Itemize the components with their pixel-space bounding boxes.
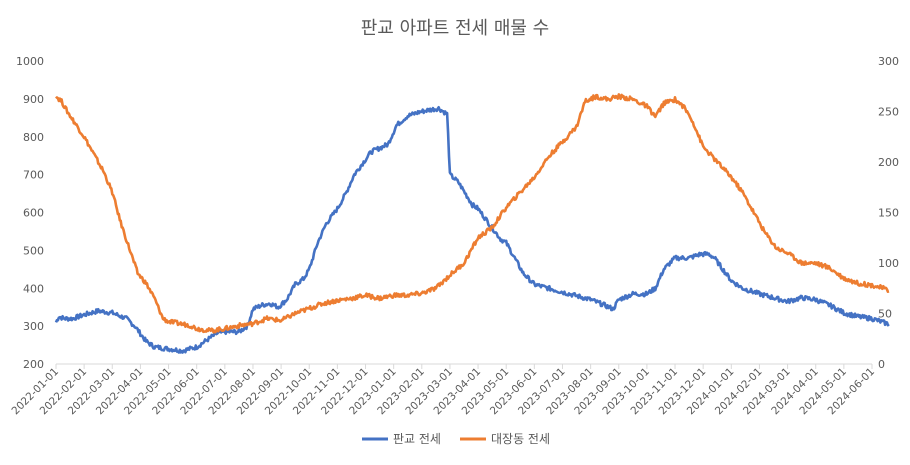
right-axis-tick-label: 100 <box>878 257 899 270</box>
right-axis-tick-label: 50 <box>878 308 892 321</box>
left-axis-tick-label: 200 <box>23 358 44 371</box>
left-axis-tick-label: 400 <box>23 282 44 295</box>
series-line-pangyo <box>54 106 890 354</box>
right-axis-tick-label: 250 <box>878 106 899 119</box>
left-axis-tick-label: 600 <box>23 207 44 220</box>
right-axis-tick-label: 200 <box>878 156 899 169</box>
left-axis-tick-label: 1000 <box>16 55 44 68</box>
legend-label: 대장동 전세 <box>491 432 550 446</box>
right-axis-tick-label: 150 <box>878 207 899 220</box>
chart-title: 판교 아파트 전세 매물 수 <box>361 18 550 39</box>
left-axis-tick-label: 300 <box>23 320 44 333</box>
legend-item-daejang: 대장동 전세 <box>460 432 550 446</box>
legend-label: 판교 전세 <box>393 432 441 446</box>
right-axis-tick-label: 300 <box>878 55 899 68</box>
series-line-daejang <box>55 93 890 334</box>
left-axis-tick-label: 800 <box>23 131 44 144</box>
left-axis-tick-label: 500 <box>23 244 44 257</box>
left-y-axis: 200 300 400 500 600 700 800 900 1000 <box>16 55 44 371</box>
left-axis-tick-label: 700 <box>23 169 44 182</box>
legend: 판교 전세 대장동 전세 <box>362 432 550 446</box>
legend-item-pangyo: 판교 전세 <box>362 432 441 446</box>
left-axis-tick-label: 900 <box>23 93 44 106</box>
series-layer <box>54 93 890 354</box>
right-axis-tick-label: 0 <box>878 358 885 371</box>
right-y-axis: 0 50 100 150 200 250 300 <box>878 55 899 371</box>
